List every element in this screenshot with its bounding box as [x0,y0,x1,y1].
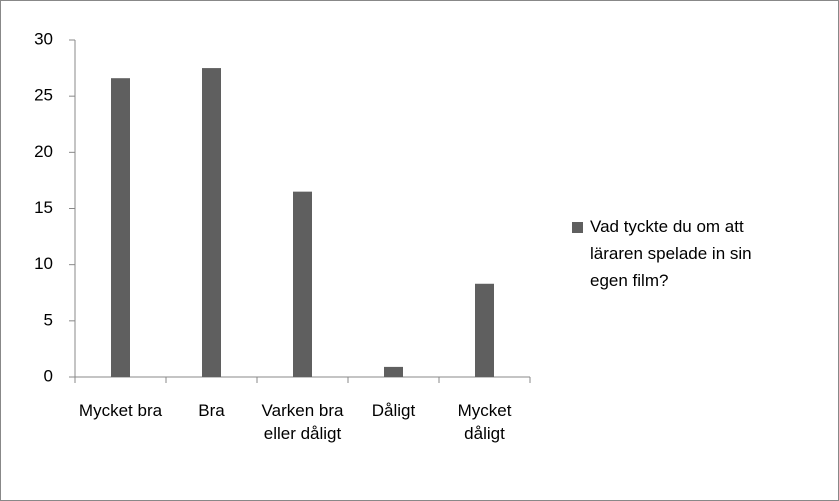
x-tick-label: Mycket dåligt [457,401,512,443]
x-tick-label: Mycket bra [78,401,163,420]
y-tick-label: 5 [44,310,53,329]
y-tick-label: 10 [34,254,53,273]
x-tick-label: Bra [198,401,225,420]
x-tick-label: Dåligt [371,401,416,420]
y-tick-label: 30 [34,29,53,48]
bar [475,283,494,377]
bar [202,68,221,377]
legend-swatch [572,222,583,233]
y-tick-label: 20 [34,142,53,161]
y-tick-label: 15 [34,198,53,217]
bar [111,78,130,378]
y-tick-label: 25 [34,86,53,105]
bar [293,191,312,377]
x-tick-label: Varken bra eller dåligt [261,401,344,443]
legend-label: Vad tyckte du om att läraren spelade in … [590,217,752,290]
bar [384,366,403,377]
y-tick-label: 0 [44,366,53,385]
